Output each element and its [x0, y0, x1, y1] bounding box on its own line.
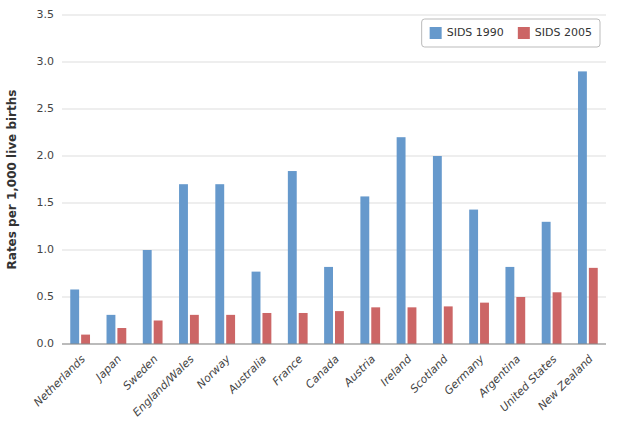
bar — [408, 307, 417, 344]
bar — [335, 311, 344, 344]
bar — [469, 210, 478, 344]
x-tick-label: France — [270, 352, 306, 388]
bar — [262, 313, 271, 344]
x-tick-label: Japan — [92, 353, 124, 385]
x-axis-line — [62, 344, 606, 345]
bar — [154, 321, 163, 345]
x-tick-label: England/Wales — [130, 352, 197, 419]
grid-line — [62, 15, 606, 16]
legend-item: SIDS 1990 — [430, 26, 504, 39]
bar — [505, 267, 514, 344]
legend-item: SIDS 2005 — [518, 26, 592, 39]
y-tick-label: 0.5 — [37, 290, 55, 303]
bar — [179, 184, 188, 344]
bar-series — [81, 268, 598, 344]
legend-box — [422, 19, 600, 47]
grid-line — [62, 203, 606, 204]
grid-line — [62, 156, 606, 157]
bar — [215, 184, 224, 344]
bar — [444, 306, 453, 344]
legend-swatch — [430, 27, 442, 39]
bar — [324, 267, 333, 344]
y-tick-label: 1.0 — [37, 243, 55, 256]
x-tick-label: Australia — [225, 352, 269, 396]
bar — [226, 315, 235, 344]
bar — [433, 156, 442, 344]
chart: 0.0 0.5 1.0 1.5 2.0 2.5 3.0 3.5 Rates per 1,000 … — [0, 0, 620, 440]
x-tick-labels: NetherlandsJapanSwedenEngland/WalesNorwa… — [31, 352, 596, 419]
bar — [397, 137, 406, 344]
legend-swatch — [518, 27, 530, 39]
bar — [190, 315, 199, 344]
legend: SIDS 1990 SIDS 2005 — [422, 19, 600, 47]
bar — [578, 71, 587, 344]
y-tick-label: 3.0 — [37, 55, 55, 68]
grid-line — [62, 344, 606, 345]
bar — [553, 292, 562, 344]
bars — [70, 71, 597, 344]
y-grid — [62, 15, 606, 344]
bar — [107, 315, 116, 344]
bar — [371, 307, 380, 344]
legend-label: SIDS 1990 — [447, 26, 504, 39]
bar — [299, 313, 308, 344]
bar — [70, 289, 79, 344]
legend-label: SIDS 2005 — [535, 26, 592, 39]
bar — [81, 335, 90, 344]
bar — [360, 196, 369, 344]
x-tick-label: Netherlands — [31, 352, 88, 409]
x-tick-label: Canada — [303, 352, 342, 391]
grid-line — [62, 109, 606, 110]
bar — [117, 328, 126, 344]
bar-series — [70, 71, 587, 344]
y-tick-label: 3.5 — [37, 8, 55, 21]
chart-container: 0.0 0.5 1.0 1.5 2.0 2.5 3.0 3.5 Rates per 1,000 … — [0, 0, 620, 440]
bar — [516, 297, 525, 344]
y-axis-label: Rates per 1,000 live births — [5, 90, 19, 270]
y-tick-label: 2.5 — [37, 102, 55, 115]
bar — [143, 250, 152, 344]
bar — [542, 222, 551, 344]
x-tick-label: Austria — [341, 352, 379, 390]
grid-line — [62, 62, 606, 63]
bar — [480, 303, 489, 344]
bar — [252, 272, 261, 344]
y-tick-label: 0.0 — [37, 337, 55, 350]
y-tick-label: 1.5 — [37, 196, 55, 209]
y-tick-label: 2.0 — [37, 149, 55, 162]
bar — [288, 171, 297, 344]
bar — [589, 268, 598, 344]
x-tick-label: New Zealand — [535, 352, 596, 413]
y-tick-labels: 0.0 0.5 1.0 1.5 2.0 2.5 3.0 3.5 — [37, 8, 55, 350]
